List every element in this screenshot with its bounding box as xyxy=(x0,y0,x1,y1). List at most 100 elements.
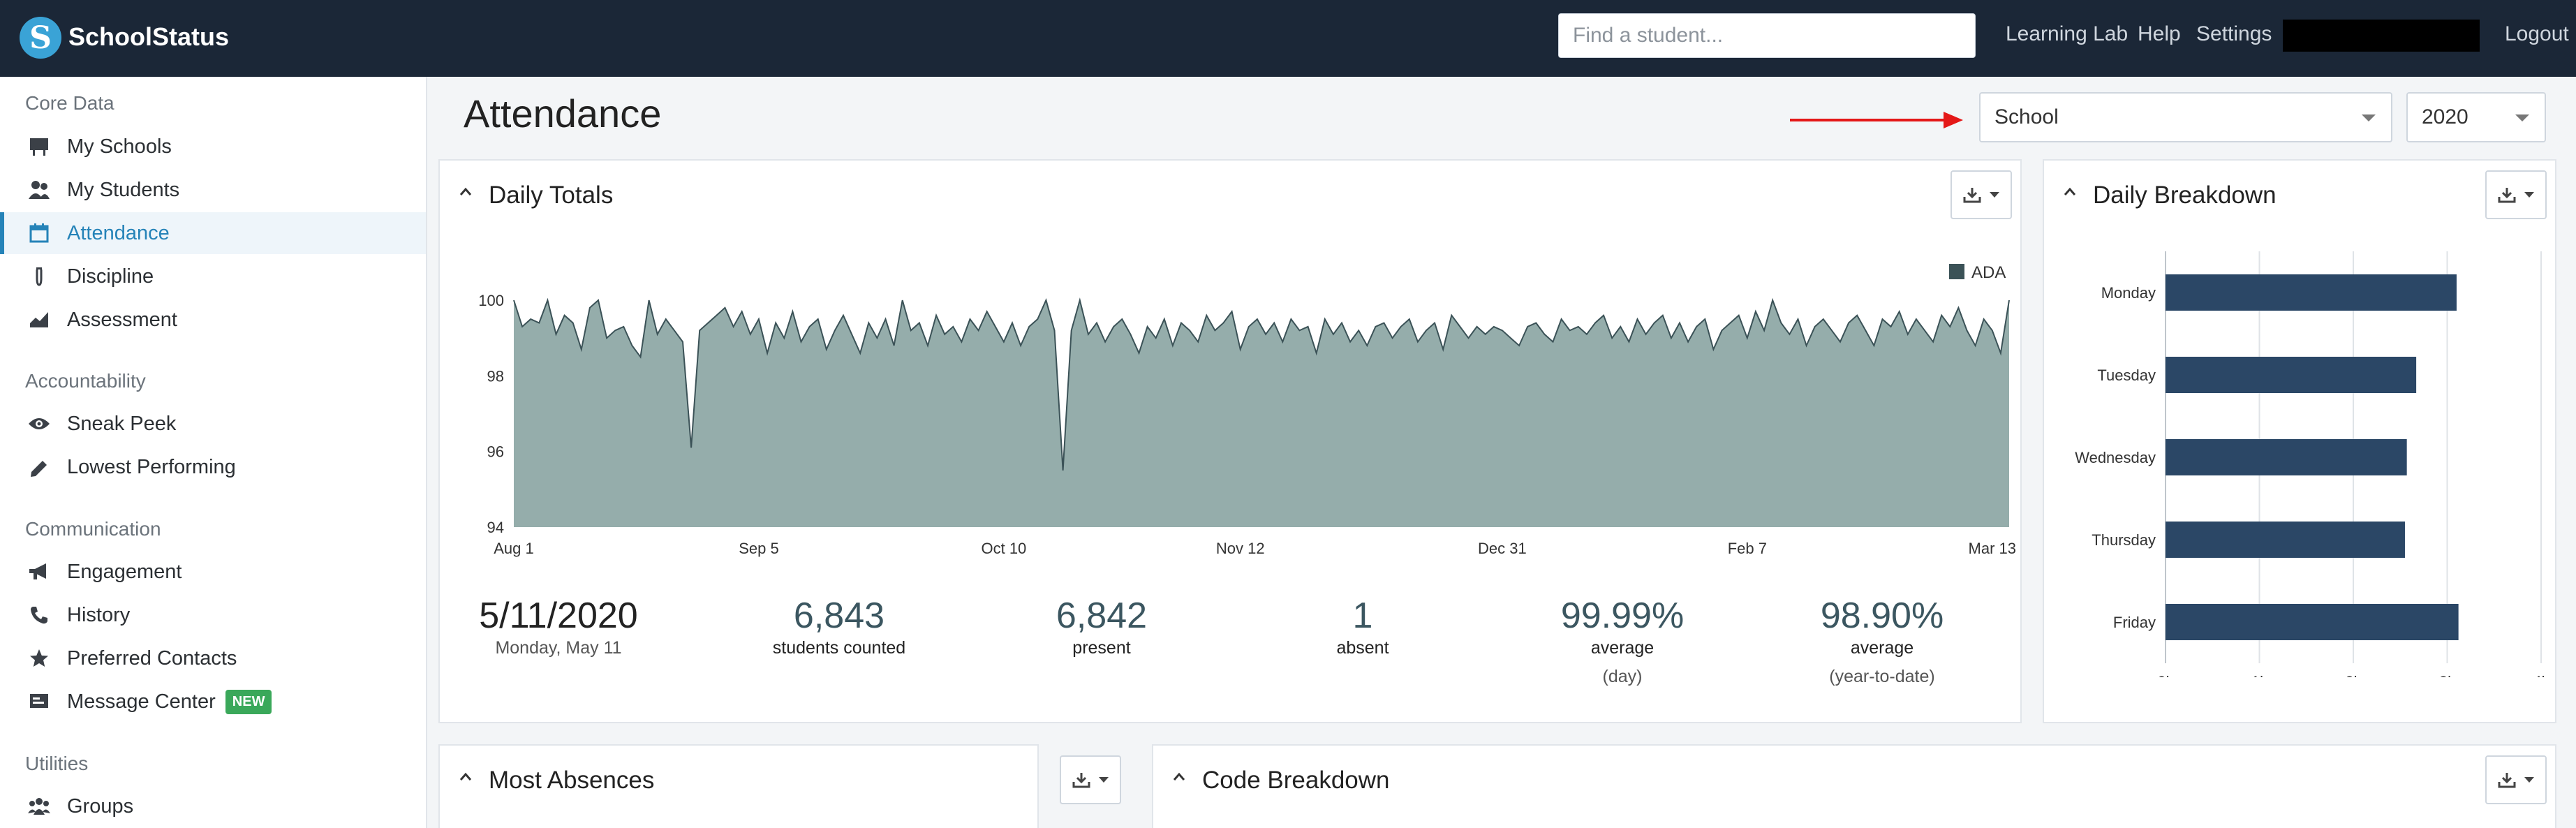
sidebar-item-label: History xyxy=(67,603,131,626)
learning-lab-link[interactable]: Learning Lab xyxy=(2006,22,2129,45)
sidebar-item-preferred-contacts[interactable]: Preferred Contacts xyxy=(0,637,426,679)
phone-icon xyxy=(25,601,53,629)
top-bar: S SchoolStatus Learning Lab Help Setting… xyxy=(0,0,2576,77)
ada-area xyxy=(514,300,2009,527)
sidebar-item-label: Groups xyxy=(67,794,134,818)
sidebar-item-attendance[interactable]: Attendance xyxy=(0,212,426,254)
legend-label: ADA xyxy=(1971,263,2006,282)
caret-down-icon xyxy=(1099,777,1109,783)
daily-totals-chart: 100 98 96 94 Aug 1 Sep 5 Oct 10 Nov 12 Dec 31 Feb… xyxy=(478,263,2016,557)
help-link[interactable]: Help xyxy=(2138,22,2181,45)
annotation-arrow-head xyxy=(1944,112,1963,128)
stat-absent: 1 absent xyxy=(1244,595,1481,658)
sidebar-item-label: Sneak Peek xyxy=(67,412,177,435)
sidebar-item-history[interactable]: History xyxy=(0,594,426,636)
calendar-icon xyxy=(25,219,53,247)
x-tick-label: Mar 13 xyxy=(1969,540,2016,557)
stat-date: 5/11/2020 Monday, May 11 xyxy=(440,595,677,658)
page-title: Attendance xyxy=(464,91,662,135)
code-breakdown-panel: Code Breakdown xyxy=(1152,744,2556,828)
y-tick-label: 96 xyxy=(487,443,504,461)
bar xyxy=(2166,604,2459,640)
average-day-value: 99.99% xyxy=(1560,596,1685,636)
stat-students-counted: 6,843 students counted xyxy=(720,595,958,658)
chevron-down-icon xyxy=(2515,114,2529,121)
chevron-up-icon[interactable] xyxy=(2064,186,2076,198)
groups-icon xyxy=(25,792,53,820)
present-label: present xyxy=(1072,638,1131,658)
caret-down-icon xyxy=(2524,192,2534,198)
sidebar-item-groups[interactable]: Groups xyxy=(0,785,426,827)
download-button[interactable] xyxy=(1950,170,2012,219)
y-tick-label: 94 xyxy=(487,519,504,536)
student-search-input[interactable] xyxy=(1558,13,1976,58)
flask-icon xyxy=(25,263,53,290)
sidebar-item-label: Message Center xyxy=(67,690,216,713)
sidebar-item-sneak-peek[interactable]: Sneak Peek xyxy=(0,403,426,445)
y-tick-label: 98 xyxy=(487,367,504,385)
sidebar-item-label: Attendance xyxy=(67,221,170,244)
download-icon xyxy=(1072,773,1090,788)
section-utilities: Utilities xyxy=(25,753,89,774)
sidebar-item-label: Engagement xyxy=(67,560,182,583)
sidebar-item-message-center[interactable]: Message Center NEW xyxy=(0,681,426,723)
sidebar-item-label: My Students xyxy=(67,178,180,201)
sidebar-item-assessment[interactable]: Assessment xyxy=(0,299,426,341)
y-tick-label: Friday xyxy=(2113,614,2156,631)
legend-swatch xyxy=(1949,264,1964,279)
download-button[interactable] xyxy=(2485,170,2547,219)
y-tick-label: Thursday xyxy=(2092,531,2156,549)
school-select[interactable]: School xyxy=(1979,92,2392,142)
students-counted-value: 6,843 xyxy=(793,596,885,636)
most-absences-panel: Most Absences xyxy=(438,744,1121,828)
schoolstatus-logo[interactable]: S xyxy=(20,17,61,59)
ada-line xyxy=(513,297,2010,471)
average-ytd-sub: (year-to-date) xyxy=(1829,667,1935,686)
message-card-icon xyxy=(25,688,53,716)
sidebar-item-label: Preferred Contacts xyxy=(67,646,237,670)
sidebar-item-lowest-performing[interactable]: Lowest Performing xyxy=(0,446,426,488)
sidebar-item-engagement[interactable]: Engagement xyxy=(0,551,426,593)
day-label: Monday, May 11 xyxy=(495,638,622,658)
pencil-icon xyxy=(25,453,53,481)
average-day-label: average xyxy=(1590,638,1655,658)
megaphone-icon xyxy=(25,558,53,586)
school-board-icon xyxy=(25,133,53,161)
x-tick-label: Feb 7 xyxy=(1728,540,1767,557)
sidebar-item-my-schools[interactable]: My Schools xyxy=(0,126,426,168)
bar xyxy=(2166,357,2417,393)
sidebar-item-label: My Schools xyxy=(67,135,172,158)
year-select[interactable]: 2020 xyxy=(2406,92,2546,142)
chevron-up-icon[interactable] xyxy=(459,186,472,198)
section-communication: Communication xyxy=(25,518,161,540)
year-select-value: 2020 xyxy=(2422,105,2468,128)
sidebar-item-label: Discipline xyxy=(67,265,154,288)
brand-name[interactable]: SchoolStatus xyxy=(68,22,230,51)
redacted-username[interactable] xyxy=(2283,20,2480,52)
logout-link[interactable]: Logout xyxy=(2505,22,2569,45)
students-counted-label: students counted xyxy=(772,638,906,658)
caret-down-icon xyxy=(2524,777,2534,783)
average-ytd-label: average xyxy=(1850,638,1914,658)
bar xyxy=(2166,274,2457,311)
x-tick-label: Oct 10 xyxy=(981,540,1026,557)
school-select-value: School xyxy=(1994,105,2059,128)
star-icon xyxy=(25,644,53,672)
x-tick-label: Aug 1 xyxy=(494,540,534,557)
chevron-up-icon[interactable] xyxy=(459,771,472,783)
sidebar-item-discipline[interactable]: Discipline xyxy=(0,256,426,297)
users-icon xyxy=(25,176,53,204)
download-button[interactable] xyxy=(2485,755,2547,804)
y-tick-label: 100 xyxy=(478,292,504,309)
section-core-data: Core Data xyxy=(25,92,114,114)
panel-title: Most Absences xyxy=(489,767,655,794)
settings-link[interactable]: Settings xyxy=(2196,22,2272,45)
chevron-up-icon[interactable] xyxy=(1173,771,1185,783)
download-icon xyxy=(1963,188,1981,203)
x-tick-label: 3k xyxy=(2439,673,2456,677)
download-button[interactable] xyxy=(1060,755,1121,804)
sidebar: Core Data My Schools My Students Attenda… xyxy=(0,77,427,828)
new-badge: NEW xyxy=(225,689,272,714)
panel-title: Code Breakdown xyxy=(1202,767,1390,794)
sidebar-item-my-students[interactable]: My Students xyxy=(0,169,426,211)
